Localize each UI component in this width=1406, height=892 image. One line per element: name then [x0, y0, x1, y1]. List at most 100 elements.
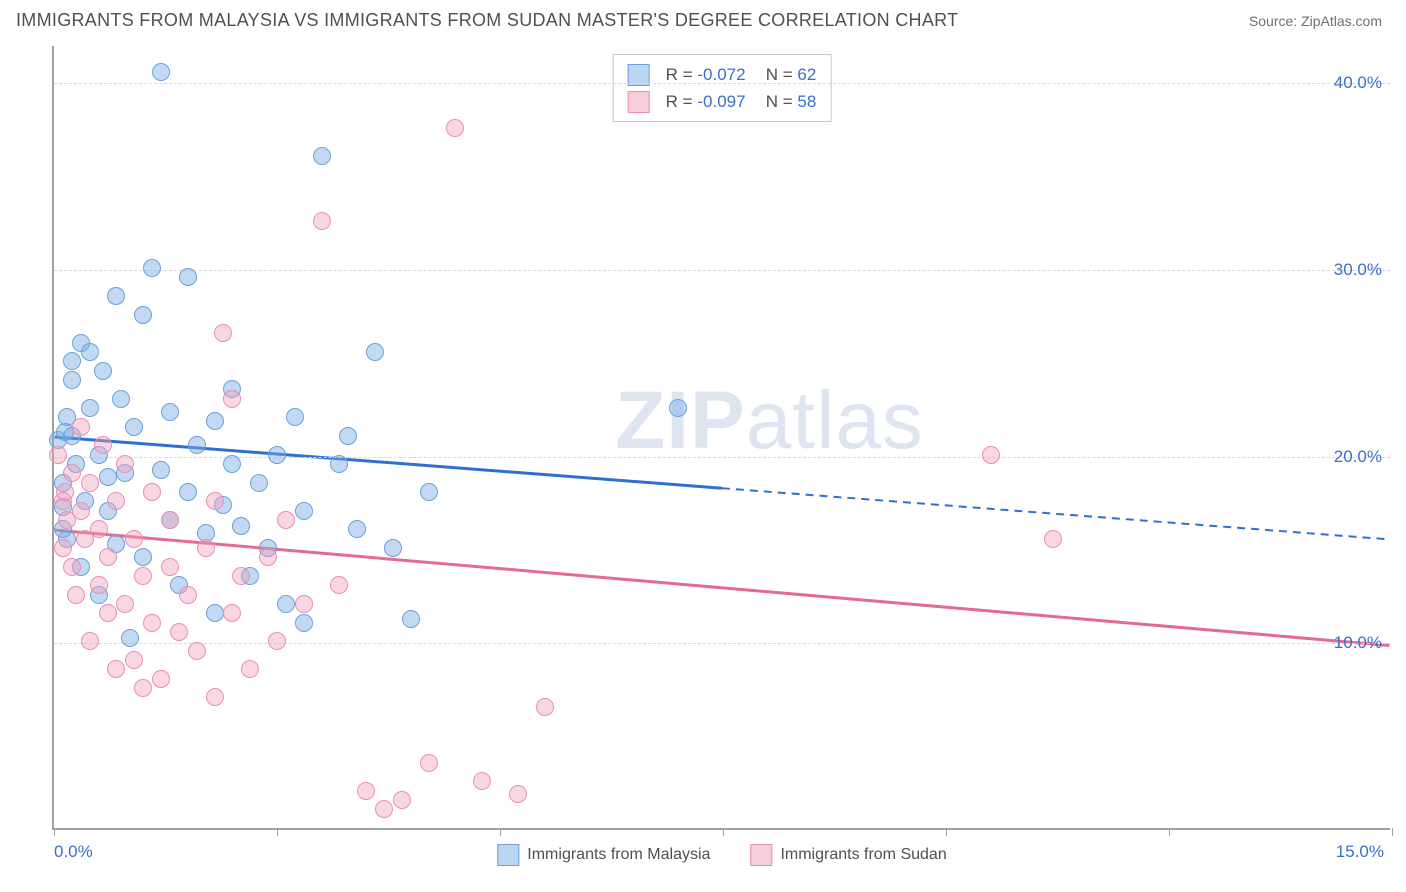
data-point [161, 511, 179, 529]
chart-header: IMMIGRANTS FROM MALAYSIA VS IMMIGRANTS F… [0, 0, 1406, 37]
data-point [268, 632, 286, 650]
data-point [56, 483, 74, 501]
data-point [125, 418, 143, 436]
legend-swatch [628, 64, 650, 86]
watermark: ZIPatlas [615, 374, 924, 468]
data-point [125, 530, 143, 548]
data-point [161, 403, 179, 421]
data-point [446, 119, 464, 137]
legend-stats: R = -0.072 N = 62R = -0.097 N = 58 [613, 54, 832, 122]
data-point [357, 782, 375, 800]
gridline [54, 643, 1390, 644]
data-point [116, 455, 134, 473]
data-point [63, 558, 81, 576]
data-point [375, 800, 393, 818]
data-point [152, 63, 170, 81]
data-point [179, 268, 197, 286]
chart-container: IMMIGRANTS FROM MALAYSIA VS IMMIGRANTS F… [0, 0, 1406, 892]
data-point [116, 595, 134, 613]
trend-lines [54, 46, 1390, 828]
x-tick [1169, 828, 1170, 836]
legend-series-item: Immigrants from Sudan [750, 844, 946, 866]
data-point [277, 511, 295, 529]
x-max-label: 15.0% [1336, 842, 1384, 862]
y-tick-label: 40.0% [1334, 73, 1382, 93]
data-point [223, 455, 241, 473]
data-point [348, 520, 366, 538]
data-point [161, 558, 179, 576]
data-point [313, 147, 331, 165]
data-point [81, 632, 99, 650]
data-point [125, 651, 143, 669]
data-point [134, 679, 152, 697]
y-tick-label: 30.0% [1334, 260, 1382, 280]
data-point [420, 483, 438, 501]
legend-swatch [497, 844, 519, 866]
data-point [63, 464, 81, 482]
data-point [67, 586, 85, 604]
data-point [81, 343, 99, 361]
data-point [295, 595, 313, 613]
data-point [90, 576, 108, 594]
chart-area: Master's Degree ZIPatlas R = -0.072 N = … [16, 46, 1390, 876]
data-point [268, 446, 286, 464]
data-point [134, 567, 152, 585]
legend-swatch [750, 844, 772, 866]
data-point [393, 791, 411, 809]
chart-source: Source: ZipAtlas.com [1249, 13, 1382, 29]
data-point [223, 604, 241, 622]
gridline [54, 457, 1390, 458]
data-point [197, 539, 215, 557]
data-point [72, 418, 90, 436]
legend-stat-row: R = -0.097 N = 58 [628, 88, 817, 115]
y-tick-label: 10.0% [1334, 633, 1382, 653]
data-point [206, 688, 224, 706]
x-tick [946, 828, 947, 836]
data-point [179, 586, 197, 604]
data-point [313, 212, 331, 230]
data-point [241, 660, 259, 678]
data-point [669, 399, 687, 417]
data-point [81, 399, 99, 417]
data-point [121, 629, 139, 647]
data-point [420, 754, 438, 772]
data-point [134, 306, 152, 324]
x-min-label: 0.0% [54, 842, 93, 862]
data-point [170, 623, 188, 641]
data-point [384, 539, 402, 557]
x-tick [1392, 828, 1393, 836]
legend-series-label: Immigrants from Malaysia [527, 846, 710, 864]
data-point [286, 408, 304, 426]
gridline [54, 83, 1390, 84]
data-point [188, 436, 206, 454]
data-point [63, 352, 81, 370]
data-point [295, 614, 313, 632]
data-point [339, 427, 357, 445]
data-point [232, 517, 250, 535]
data-point [330, 455, 348, 473]
chart-title: IMMIGRANTS FROM MALAYSIA VS IMMIGRANTS F… [16, 10, 958, 31]
x-tick [500, 828, 501, 836]
data-point [54, 539, 72, 557]
data-point [214, 324, 232, 342]
plot-region: ZIPatlas R = -0.072 N = 62R = -0.097 N =… [52, 46, 1390, 830]
data-point [982, 446, 1000, 464]
x-tick [723, 828, 724, 836]
data-point [206, 604, 224, 622]
legend-series-label: Immigrants from Sudan [780, 846, 946, 864]
data-point [509, 785, 527, 803]
data-point [330, 576, 348, 594]
data-point [223, 390, 241, 408]
data-point [536, 698, 554, 716]
data-point [94, 362, 112, 380]
data-point [143, 483, 161, 501]
data-point [1044, 530, 1062, 548]
legend-swatch [628, 91, 650, 113]
data-point [134, 548, 152, 566]
data-point [143, 259, 161, 277]
data-point [473, 772, 491, 790]
data-point [90, 520, 108, 538]
data-point [152, 461, 170, 479]
data-point [107, 492, 125, 510]
data-point [143, 614, 161, 632]
